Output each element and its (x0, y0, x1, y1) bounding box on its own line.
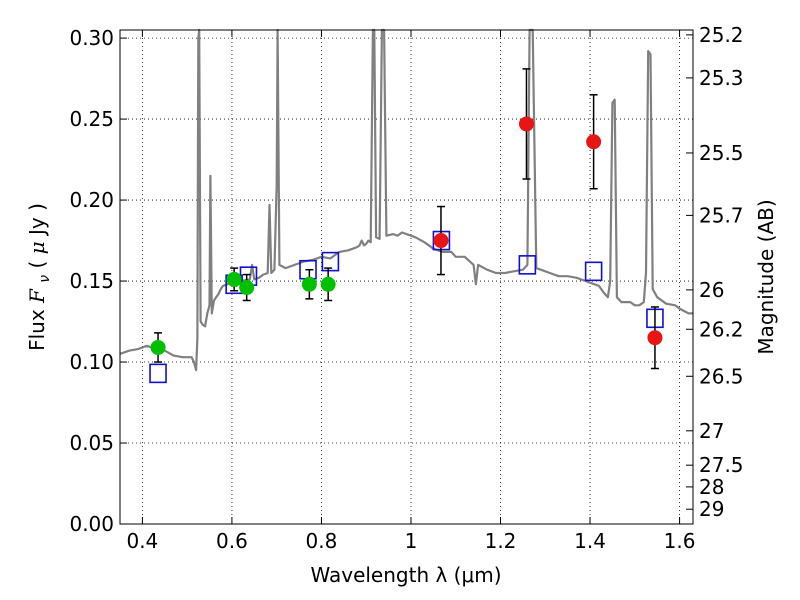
x-tick-label: 1.6 (664, 529, 696, 553)
mag-tick-label: 25.5 (699, 141, 744, 165)
y-tick-label: 0.20 (69, 188, 114, 212)
y-axis-label: Flux F ν ( μ Jy ) (25, 203, 54, 351)
y-tick-label: 0.25 (69, 107, 114, 131)
y-axis-label-pre: Flux (25, 303, 49, 351)
grid (120, 30, 693, 525)
observed-point (239, 280, 255, 296)
labels: Wavelength λ (μm) Flux F ν ( μ Jy ) Magn… (25, 199, 778, 587)
mag-tick-label: 28 (699, 475, 724, 499)
y-tick-label: 0.15 (69, 269, 114, 293)
plot-frame (119, 29, 694, 525)
spectrum-layer (119, 28, 693, 372)
y-tick-label: 0.10 (69, 350, 114, 374)
y-tick-label: 0.05 (69, 431, 114, 455)
mag-tick-label: 26.2 (699, 317, 744, 341)
axes: 0.4 0.6 0.8 1 1.2 1.4 1.6 0.00 0.05 0.10 0.15 0.20 0… (69, 23, 743, 553)
y-tick-label: 0.30 (69, 26, 114, 50)
observed-point (433, 233, 449, 249)
y-axis-label-post: ( (25, 261, 49, 269)
x-axis-label: Wavelength λ (μm) (310, 563, 501, 587)
mag-tick-label: 27 (699, 419, 724, 443)
observed-point (586, 134, 602, 150)
mag-tick-label: 29 (699, 497, 724, 521)
observed-point (320, 276, 336, 292)
y-axis-label-symbol: F (25, 288, 49, 304)
y-tick-label: 0.00 (69, 512, 114, 536)
x-tick-label: 0.8 (306, 529, 338, 553)
x-tick-label: 0.6 (216, 529, 248, 553)
x-tick-label: 1.4 (574, 529, 606, 553)
mag-tick-label: 25.2 (699, 23, 744, 47)
observed-point (647, 330, 663, 346)
points-layer (149, 68, 664, 384)
x-tick-label: 1.2 (485, 529, 517, 553)
spectrum-line (119, 28, 693, 372)
y-axis-label-mu: μ (25, 241, 49, 254)
mag-tick-label: 25.3 (699, 66, 744, 90)
observed-point (518, 116, 534, 132)
right-axis-label: Magnitude (AB) (754, 199, 778, 354)
observed-point (301, 276, 317, 292)
x-tick-label: 1 (405, 529, 418, 553)
model-square-marker (518, 255, 537, 275)
mag-tick-label: 25.7 (699, 203, 744, 227)
y-axis-label-unit: Jy ) (25, 203, 49, 237)
mag-tick-label: 26 (699, 278, 724, 302)
model-square-marker (584, 261, 603, 282)
x-tick-label: 0.4 (126, 529, 158, 553)
observed-point (150, 339, 166, 355)
model-square-marker (149, 363, 167, 384)
mag-tick-label: 26.5 (699, 364, 744, 388)
observed-point (226, 271, 242, 287)
mag-tick-label: 27.5 (699, 453, 744, 477)
model-square-marker (321, 251, 340, 272)
y-axis-label-sub: ν (37, 275, 53, 283)
